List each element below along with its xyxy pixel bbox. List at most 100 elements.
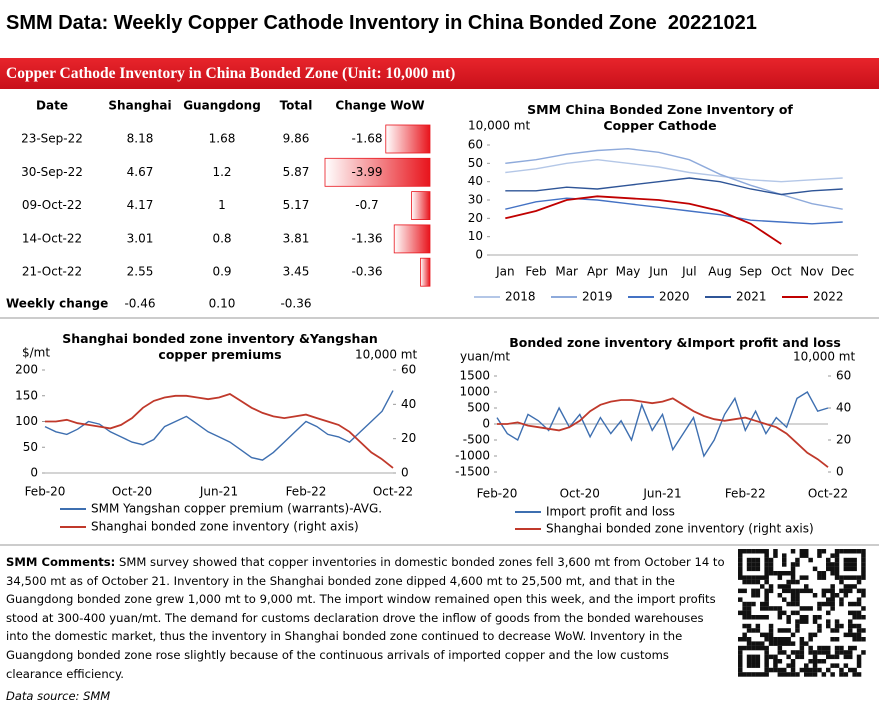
legend-label: Shanghai bonded zone inventory (right ax… [546, 522, 814, 536]
qr-module [812, 654, 818, 660]
x-tick-label: Jun [648, 265, 668, 279]
qr-module [826, 601, 831, 607]
section-band: Copper Cathode Inventory in China Bonded… [0, 58, 879, 89]
qr-module [755, 659, 761, 664]
qr-module [742, 623, 747, 629]
qr-module [826, 557, 831, 563]
y-tick-label: 200 [15, 363, 38, 377]
qr-module [790, 597, 796, 602]
qr-module [856, 637, 862, 642]
qr-module [821, 593, 827, 598]
qr-module [746, 566, 752, 572]
qr-module [852, 615, 857, 620]
qr-module [848, 566, 853, 572]
qr-module [738, 645, 743, 651]
qr-module [742, 615, 747, 620]
qr-module [795, 588, 800, 594]
qr-module [790, 549, 796, 554]
qr-module [834, 623, 840, 629]
qr-module [812, 672, 818, 677]
qr-module [768, 623, 774, 629]
qr-module [773, 549, 778, 554]
qr-module [839, 601, 844, 607]
qr-module [742, 672, 747, 677]
x-tick-label: Oct [771, 265, 792, 279]
qr-module [799, 641, 805, 646]
qr-module [834, 654, 840, 660]
qr-module [764, 637, 769, 642]
qr-module [812, 566, 818, 572]
qr-module [852, 610, 857, 616]
table-footer: Weekly change [6, 297, 108, 311]
qr-module [777, 593, 783, 598]
change-bar [324, 157, 431, 187]
qr-module [856, 610, 862, 616]
series-line [496, 391, 829, 458]
qr-module [786, 601, 791, 607]
qr-module [782, 597, 787, 602]
qr-module [786, 641, 791, 646]
qr-module [821, 588, 827, 594]
table-cell: 1.2 [212, 165, 231, 179]
qr-module [751, 663, 756, 668]
qr-module [786, 579, 791, 585]
qr-module [782, 672, 787, 677]
qr-module [790, 566, 796, 572]
qr-module [848, 654, 853, 660]
qr-module [755, 623, 761, 629]
change-bar [420, 257, 431, 287]
qr-module [777, 575, 783, 580]
qr-module [760, 584, 765, 589]
y-tick-label: -1500 [455, 465, 490, 479]
qr-module [768, 584, 774, 589]
qr-module [861, 562, 866, 567]
y-tick-label: 50 [23, 440, 38, 454]
column-header: Total [280, 99, 313, 113]
qr-module [834, 645, 840, 651]
qr-module [742, 637, 747, 642]
qr-module [852, 549, 857, 554]
y2-axis-label: 10,000 mt [793, 350, 855, 364]
qr-module [826, 645, 831, 651]
qr-module [751, 654, 756, 660]
column-header: Date [36, 99, 68, 113]
x-tick-label: Apr [587, 265, 608, 279]
qr-module [852, 667, 857, 673]
qr-module [751, 672, 756, 677]
qr-module [843, 593, 849, 598]
y2-tick-label: 60 [836, 369, 851, 383]
qr-module [746, 606, 752, 611]
qr-module [746, 659, 752, 664]
qr-module [755, 562, 761, 567]
qr-module [790, 659, 796, 664]
qr-module [742, 579, 747, 585]
qr-module [808, 606, 813, 611]
y-tick-label: 1000 [459, 385, 490, 399]
qr-module [852, 557, 857, 563]
qr-module [746, 672, 752, 677]
qr-module [790, 672, 796, 677]
qr-module [746, 623, 752, 629]
legend-label: 2020 [659, 290, 690, 304]
column-header: Change WoW [335, 99, 424, 113]
qr-module [751, 562, 756, 567]
qr-module [764, 663, 769, 668]
qr-module [768, 667, 774, 673]
qr-module [755, 663, 761, 668]
qr-module [768, 654, 774, 660]
qr-module [790, 575, 796, 580]
qr-module [777, 637, 783, 642]
x-tick-label: Oct-20 [560, 487, 600, 501]
qr-module [804, 641, 809, 646]
qr-module [742, 588, 747, 594]
qr-module [764, 549, 769, 554]
qr-module [861, 628, 866, 633]
table-cell: 2.55 [127, 265, 154, 279]
qr-module [760, 606, 765, 611]
comments: SMM Comments: SMM survey showed that cop… [6, 553, 728, 683]
qr-module [777, 672, 783, 677]
x-tick-label: Aug [708, 265, 731, 279]
qr-module [764, 667, 769, 673]
qr-module [799, 575, 805, 580]
y-tick-label: 100 [15, 414, 38, 428]
